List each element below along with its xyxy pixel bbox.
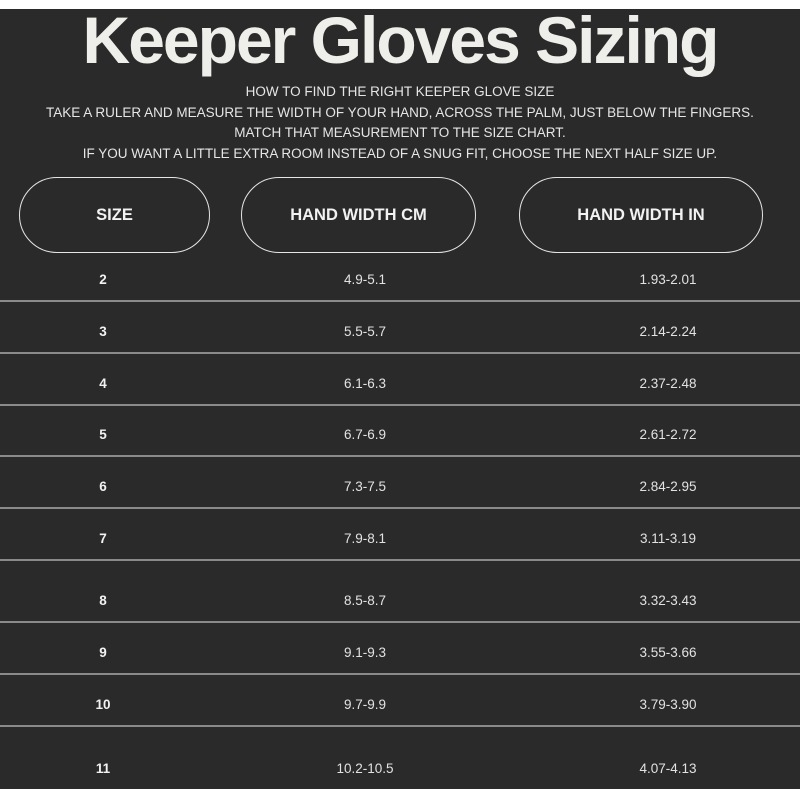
- cm-cell: 7.9-8.1: [343, 531, 387, 546]
- table-row: 3 5.5-5.7 2.14-2.24: [0, 302, 800, 354]
- in-cell: 4.07-4.13: [639, 761, 697, 776]
- in-cell: 2.61-2.72: [639, 427, 697, 442]
- table-row: 2 4.9-5.1 1.93-2.01: [0, 256, 800, 302]
- in-cell: 3.11-3.19: [639, 531, 697, 546]
- instruction-line: IF YOU WANT A LITTLE EXTRA ROOM INSTEAD …: [82, 145, 718, 161]
- cm-cell: 9.7-9.9: [343, 697, 387, 712]
- cm-cell: 6.1-6.3: [343, 376, 387, 391]
- in-cell: 2.84-2.95: [639, 479, 697, 494]
- size-cell: 3: [99, 324, 107, 339]
- in-cell: 2.14-2.24: [639, 324, 697, 339]
- in-cell: 3.55-3.66: [639, 645, 697, 660]
- cm-cell: 10.2-10.5: [336, 761, 394, 776]
- size-cell: 2: [99, 272, 107, 287]
- size-cell: 4: [99, 376, 107, 391]
- cm-cell: 7.3-7.5: [343, 479, 387, 494]
- cm-cell: 9.1-9.3: [343, 645, 387, 660]
- instruction-line: MATCH THAT MEASUREMENT TO THE SIZE CHART…: [234, 125, 566, 140]
- size-cell: 6: [99, 479, 107, 494]
- table-row: 10 9.7-9.9 3.79-3.90: [0, 675, 800, 727]
- header-hand-width-in: HAND WIDTH IN: [519, 177, 763, 253]
- in-cell: 3.79-3.90: [639, 697, 697, 712]
- table-row: 4 6.1-6.3 2.37-2.48: [0, 354, 800, 406]
- table-row: 5 6.7-6.9 2.61-2.72: [0, 406, 800, 457]
- cm-cell: 6.7-6.9: [343, 427, 387, 442]
- table-row: 11 10.2-10.5 4.07-4.13: [0, 727, 800, 789]
- table-row: 6 7.3-7.5 2.84-2.95: [0, 457, 800, 509]
- size-cell: 11: [95, 761, 111, 776]
- size-cell: 5: [99, 427, 107, 442]
- table-row: 9 9.1-9.3 3.55-3.66: [0, 623, 800, 675]
- size-cell: 8: [99, 593, 107, 608]
- cm-cell: 4.9-5.1: [343, 272, 387, 287]
- table-row: 7 7.9-8.1 3.11-3.19: [0, 509, 800, 561]
- in-cell: 3.32-3.43: [639, 593, 697, 608]
- size-chart-panel: Keeper Gloves Sizing HOW TO FIND THE RIG…: [0, 3, 800, 789]
- cm-cell: 8.5-8.7: [343, 593, 387, 608]
- instructions: HOW TO FIND THE RIGHT KEEPER GLOVE SIZE …: [0, 82, 800, 164]
- size-table: 2 4.9-5.1 1.93-2.01 3 5.5-5.7 2.14-2.24 4 6.1-6…: [0, 256, 800, 789]
- instruction-line: TAKE A RULER AND MEASURE THE WIDTH OF YO…: [46, 104, 754, 120]
- size-cell: 9: [99, 645, 107, 660]
- instruction-line: HOW TO FIND THE RIGHT KEEPER GLOVE SIZE: [245, 84, 555, 99]
- page-title: Keeper Gloves Sizing: [82, 3, 720, 77]
- header-size: SIZE: [19, 177, 210, 253]
- in-cell: 1.93-2.01: [639, 272, 697, 287]
- header-hand-width-cm: HAND WIDTH CM: [241, 177, 476, 253]
- cm-cell: 5.5-5.7: [343, 324, 387, 339]
- in-cell: 2.37-2.48: [639, 376, 697, 391]
- table-row: 8 8.5-8.7 3.32-3.43: [0, 561, 800, 623]
- size-cell: 7: [99, 531, 107, 546]
- size-cell: 10: [95, 697, 111, 712]
